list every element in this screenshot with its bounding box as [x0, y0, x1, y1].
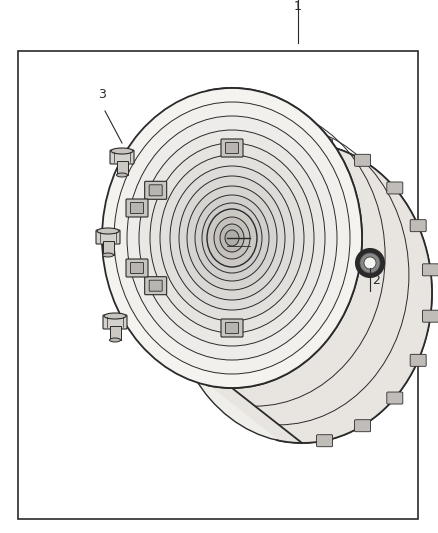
FancyBboxPatch shape [422, 310, 438, 322]
Bar [18, 51, 418, 519]
FancyBboxPatch shape [126, 199, 148, 217]
Ellipse shape [187, 186, 277, 290]
Ellipse shape [215, 217, 249, 259]
Ellipse shape [360, 253, 380, 273]
Ellipse shape [214, 217, 250, 259]
Ellipse shape [202, 203, 262, 273]
Ellipse shape [220, 223, 244, 253]
Bar [110, 326, 120, 340]
Bar [102, 241, 113, 255]
Ellipse shape [97, 228, 119, 234]
Ellipse shape [139, 130, 325, 346]
FancyBboxPatch shape [410, 354, 426, 366]
FancyBboxPatch shape [103, 315, 127, 329]
Ellipse shape [170, 166, 294, 310]
Ellipse shape [207, 209, 257, 267]
FancyBboxPatch shape [226, 322, 239, 334]
Ellipse shape [114, 102, 350, 374]
Ellipse shape [172, 143, 432, 443]
FancyBboxPatch shape [410, 220, 426, 232]
Ellipse shape [127, 116, 337, 360]
FancyBboxPatch shape [126, 259, 148, 277]
FancyBboxPatch shape [149, 280, 162, 291]
Ellipse shape [104, 313, 126, 319]
Ellipse shape [224, 228, 240, 248]
Ellipse shape [117, 173, 127, 177]
FancyBboxPatch shape [387, 392, 403, 404]
FancyBboxPatch shape [221, 319, 243, 337]
Ellipse shape [110, 338, 120, 342]
Text: 3: 3 [98, 88, 106, 101]
FancyBboxPatch shape [96, 230, 120, 244]
Ellipse shape [102, 253, 113, 257]
FancyBboxPatch shape [317, 435, 332, 447]
FancyBboxPatch shape [145, 181, 167, 199]
Bar [117, 161, 127, 175]
Ellipse shape [195, 195, 269, 281]
FancyBboxPatch shape [317, 139, 332, 151]
FancyBboxPatch shape [149, 185, 162, 196]
FancyBboxPatch shape [387, 182, 403, 194]
FancyBboxPatch shape [422, 264, 438, 276]
Ellipse shape [356, 249, 384, 277]
Ellipse shape [225, 230, 239, 246]
FancyBboxPatch shape [221, 139, 243, 157]
Ellipse shape [102, 88, 362, 388]
Ellipse shape [111, 148, 133, 154]
Ellipse shape [220, 224, 244, 252]
FancyBboxPatch shape [131, 262, 144, 273]
FancyBboxPatch shape [145, 277, 167, 295]
Ellipse shape [209, 210, 255, 266]
Text: 1: 1 [294, 0, 302, 13]
Ellipse shape [364, 257, 376, 269]
Polygon shape [209, 88, 432, 443]
Ellipse shape [179, 176, 285, 300]
FancyBboxPatch shape [226, 142, 239, 154]
Text: 2: 2 [372, 274, 380, 287]
Ellipse shape [150, 143, 314, 333]
FancyBboxPatch shape [355, 154, 371, 166]
FancyBboxPatch shape [355, 419, 371, 432]
FancyBboxPatch shape [110, 150, 134, 164]
FancyBboxPatch shape [131, 203, 144, 214]
Ellipse shape [160, 155, 304, 321]
